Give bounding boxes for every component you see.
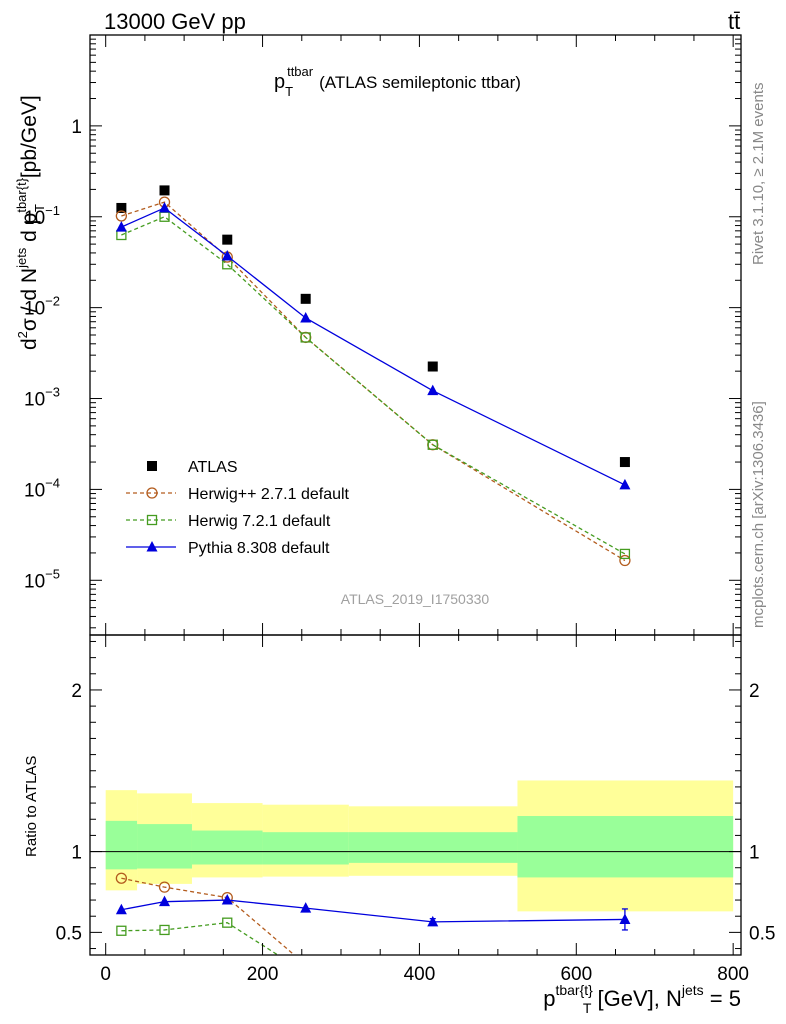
legend-marker bbox=[147, 461, 157, 471]
main-data-point bbox=[300, 311, 312, 323]
ratio-series-line bbox=[121, 899, 625, 923]
ratio-band-inner bbox=[137, 824, 192, 869]
main-series-1 bbox=[115, 196, 631, 567]
legend-marker bbox=[146, 514, 158, 526]
main-data-point bbox=[619, 457, 630, 468]
ratio-data-point bbox=[301, 960, 311, 970]
main-data-point bbox=[221, 250, 233, 261]
main-series-3 bbox=[115, 201, 631, 490]
ratio-panel: 0.5 0.5 1 1 2 2 0 200 400 600 800 Ratio to ATLAS p… bbox=[23, 634, 775, 1016]
ratio-band-inner bbox=[517, 816, 734, 878]
legend: ATLAS Herwig++ 2.7.1 default Herwig 7.2.1 … bbox=[126, 459, 350, 557]
ratio-data-point bbox=[159, 895, 171, 907]
ratio-y-tick-label: 2 bbox=[71, 681, 82, 702]
ratio-data-point bbox=[619, 913, 631, 924]
ratio-data-point bbox=[115, 872, 128, 884]
main-data-point bbox=[115, 221, 127, 232]
ratio-data-point bbox=[427, 915, 439, 927]
main-data-point bbox=[159, 185, 170, 196]
legend-entry: Pythia 8.308 default bbox=[126, 540, 330, 557]
ratio-y-tick-label: 0.5 bbox=[56, 923, 82, 944]
ratio-data-point bbox=[115, 903, 127, 915]
legend-label: Pythia 8.308 default bbox=[188, 540, 330, 557]
ratio-series-1 bbox=[116, 917, 310, 977]
main-series-0 bbox=[116, 185, 630, 468]
main-data-point bbox=[300, 332, 311, 343]
ratio-data-point bbox=[222, 917, 233, 928]
x-tick-label: 200 bbox=[247, 964, 279, 985]
ratio-y-tick-label-right: 2 bbox=[749, 681, 760, 702]
ratio-y-tick-label-right: 0.5 bbox=[749, 923, 775, 944]
legend-entry: Herwig 7.2.1 default bbox=[126, 513, 331, 530]
legend-marker bbox=[146, 487, 158, 499]
energy-label: 13000 GeV pp bbox=[104, 9, 246, 34]
x-axis-label: ptbar{t} T [GeV], Njets = 5 bbox=[543, 982, 741, 1016]
ratio-data-point bbox=[159, 924, 170, 936]
ratio-frame bbox=[89, 634, 742, 956]
main-y-tick-label: 10−2 bbox=[24, 294, 60, 320]
main-data-point bbox=[300, 293, 311, 304]
ratio-band-inner bbox=[262, 832, 349, 865]
ratio-band-inner bbox=[348, 832, 518, 863]
legend-label: Herwig++ 2.7.1 default bbox=[188, 486, 350, 503]
main-data-point bbox=[619, 554, 631, 567]
main-y-tick-label: 10−3 bbox=[24, 385, 60, 411]
x-tick-label: 600 bbox=[560, 964, 592, 985]
main-series-line bbox=[121, 216, 626, 555]
x-tick-label: 0 bbox=[100, 964, 111, 985]
legend-entry: ATLAS bbox=[147, 459, 238, 476]
main-data-point bbox=[427, 384, 439, 396]
ratio-series-2 bbox=[115, 894, 631, 931]
ratio-series-line bbox=[121, 877, 296, 955]
ratio-band-inner bbox=[191, 830, 263, 865]
main-data-point bbox=[159, 201, 171, 213]
ratio-y-tick-label: 1 bbox=[71, 843, 82, 864]
main-data-point bbox=[427, 439, 438, 450]
ratio-y-label: Ratio to ATLAS bbox=[23, 756, 40, 857]
legend-marker bbox=[146, 541, 158, 552]
ratio-band-inner bbox=[105, 820, 138, 870]
main-y-tick-label: 10−4 bbox=[24, 475, 60, 501]
main-series-line bbox=[121, 201, 626, 562]
main-y-tick-label: 1 bbox=[71, 117, 82, 138]
legend-label: ATLAS bbox=[188, 459, 238, 476]
main-data-point bbox=[115, 210, 128, 222]
ratio-data-point bbox=[158, 881, 171, 893]
watermark: ATLAS_2019_I1750330 bbox=[341, 591, 490, 607]
ratio-data-point bbox=[301, 968, 310, 977]
ratio-data-point bbox=[221, 894, 233, 905]
main-data-point bbox=[619, 548, 631, 560]
main-y-tick-label: 10−1 bbox=[24, 203, 60, 229]
ratio-series-0 bbox=[115, 872, 311, 970]
main-series-2 bbox=[116, 211, 631, 560]
main-data-point bbox=[116, 202, 127, 213]
main-data-point bbox=[619, 478, 631, 490]
main-y-tick-label: 10−5 bbox=[24, 566, 60, 592]
ratio-y-tick-label-right: 1 bbox=[749, 843, 760, 864]
legend-label: Herwig 7.2.1 default bbox=[188, 513, 331, 530]
process-label: tt̄ bbox=[728, 9, 740, 34]
x-tick-label: 400 bbox=[404, 964, 436, 985]
ratio-data-point bbox=[300, 902, 312, 913]
main-title: pTttbar(ATLAS semileptonic ttbar) bbox=[274, 64, 521, 99]
rivet-label: Rivet 3.1.10, ≥ 2.1M events bbox=[750, 83, 767, 266]
mcplots-label: mcplots.cern.ch [arXiv:1306.3436] bbox=[750, 401, 767, 628]
main-data-point bbox=[427, 361, 438, 372]
legend-entry: Herwig++ 2.7.1 default bbox=[126, 486, 350, 503]
main-data-point bbox=[222, 234, 233, 245]
ratio-data-point bbox=[116, 925, 127, 936]
main-panel: 1 10−1 10−2 10−3 10−4 10−5 pTttbar(ATLAS semi… bbox=[14, 34, 742, 636]
x-tick-label: 800 bbox=[717, 964, 749, 985]
ratio-series-line bbox=[121, 922, 280, 955]
main-series-line bbox=[121, 207, 626, 486]
ratio-series-group bbox=[115, 872, 631, 977]
